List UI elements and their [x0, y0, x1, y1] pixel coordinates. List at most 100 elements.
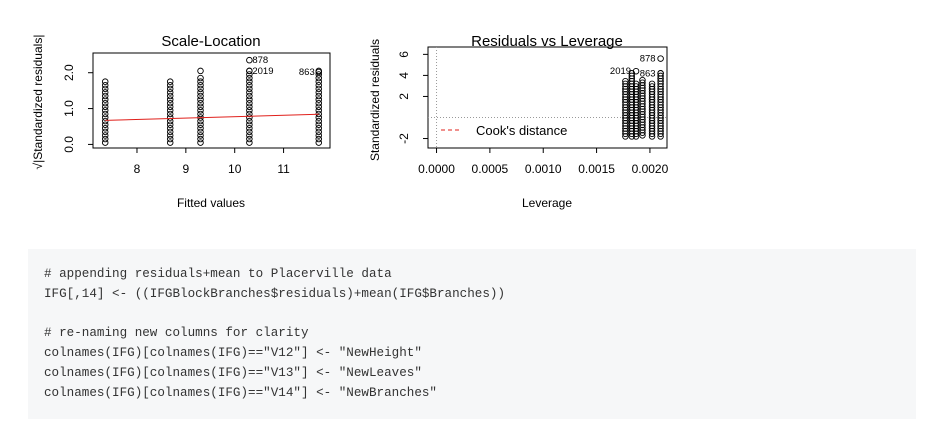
data-points: [101, 67, 323, 146]
data-point: [315, 89, 323, 96]
data-point: [101, 85, 109, 93]
data-point: [197, 89, 204, 96]
x-tick-label: 0.0015: [578, 162, 615, 176]
x-tick-label: 11: [277, 162, 290, 176]
data-point: [246, 99, 253, 107]
data-point: [197, 139, 204, 146]
data-point: [632, 80, 640, 88]
outlier-label: 878: [640, 54, 656, 65]
x-axis-label: Fitted values: [177, 196, 245, 210]
data-point: [246, 92, 253, 100]
data-point: [101, 132, 109, 139]
data-point: [101, 92, 109, 100]
data-point: [166, 128, 174, 136]
data-point: [315, 132, 323, 139]
data-point: [657, 72, 664, 80]
smoother-line: [105, 113, 319, 121]
data-point: [101, 125, 109, 132]
data-point: [101, 110, 109, 118]
data-point: [197, 132, 204, 139]
x-tick-label: 10: [228, 162, 242, 176]
y-tick-label: 2.0: [62, 64, 76, 81]
data-point: [315, 135, 323, 143]
data-point: [101, 139, 109, 146]
data-point: [315, 96, 323, 103]
data-point: [622, 80, 629, 88]
data-point: [197, 117, 204, 125]
data-point: [197, 96, 204, 103]
data-point: [315, 78, 323, 85]
data-point: [166, 96, 174, 103]
data-point: [197, 107, 204, 114]
scale-location-plot: Scale-Location Fitted values √|Standardi…: [31, 33, 331, 210]
data-point: [639, 79, 646, 87]
diagnostic-plots: Scale-Location Fitted values √|Standardi…: [31, 33, 669, 210]
x-tick-label: 0.0000: [418, 162, 455, 176]
outlier-label: 863: [299, 67, 315, 78]
outlier-point: [315, 68, 323, 76]
data-point: [166, 89, 174, 96]
data-point: [197, 135, 204, 143]
data-point: [166, 107, 174, 114]
data-point: [101, 89, 109, 96]
data-point: [197, 67, 204, 75]
data-point: [315, 92, 323, 100]
data-point: [246, 121, 253, 128]
data-point: [166, 92, 174, 100]
outlier-point: [657, 55, 664, 62]
data-point: [648, 80, 656, 88]
data-point: [315, 99, 323, 107]
data-point: [246, 82, 253, 89]
outlier-label: 2019: [252, 66, 273, 77]
code-line: colnames(IFG)[colnames(IFG)=="V12"] <- "…: [44, 346, 422, 361]
x-tick-label: 9: [183, 162, 190, 176]
data-point: [622, 77, 629, 85]
data-point: [166, 103, 174, 111]
data-point: [246, 117, 253, 125]
outlier-point: [632, 67, 640, 75]
legend-label: Cook's distance: [476, 123, 567, 138]
x-tick-label: 0.0005: [472, 162, 509, 176]
data-point: [101, 82, 109, 89]
x-tick-label: 0.0010: [525, 162, 562, 176]
data-point: [315, 103, 323, 111]
data-point: [101, 107, 109, 114]
code-line: IFG[,14] <- ((IFGBlockBranches$residuals…: [44, 286, 506, 301]
outlier-point: [657, 70, 664, 77]
y-tick-label: 4: [397, 72, 411, 79]
data-point: [246, 71, 253, 78]
outlier-label: 878: [252, 55, 268, 66]
data-point: [166, 110, 174, 118]
data-point: [197, 121, 204, 128]
data-point: [315, 128, 323, 136]
data-point: [246, 125, 253, 132]
data-point: [246, 89, 253, 96]
plot-frame: [427, 46, 668, 149]
data-point: [101, 99, 109, 107]
data-point: [197, 85, 204, 93]
plot-title: Scale-Location: [161, 33, 260, 50]
code-line: # appending residuals+mean to Placervill…: [44, 267, 392, 281]
data-point: [197, 128, 204, 136]
data-point: [166, 139, 174, 146]
data-point: [315, 139, 323, 146]
residuals-vs-leverage-plot: Residuals vs Leverage Leverage Standardi…: [368, 33, 669, 210]
legend: Cook's distance: [441, 123, 567, 138]
data-point: [197, 92, 204, 100]
data-point: [101, 117, 109, 125]
y-tick-label: 2: [397, 93, 411, 100]
data-point: [315, 117, 323, 125]
outlier-label: 2019: [610, 66, 631, 77]
y-tick-label: 0.0: [62, 136, 76, 153]
x-axis-label: Leverage: [522, 196, 572, 210]
outlier-point: [246, 67, 253, 75]
data-point: [166, 125, 174, 132]
data-point: [197, 125, 204, 132]
data-point: [101, 121, 109, 128]
data-point: [639, 76, 646, 84]
data-point: [246, 132, 253, 139]
data-point: [197, 74, 204, 82]
plot-title: Residuals vs Leverage: [471, 33, 623, 50]
data-point: [315, 74, 323, 82]
